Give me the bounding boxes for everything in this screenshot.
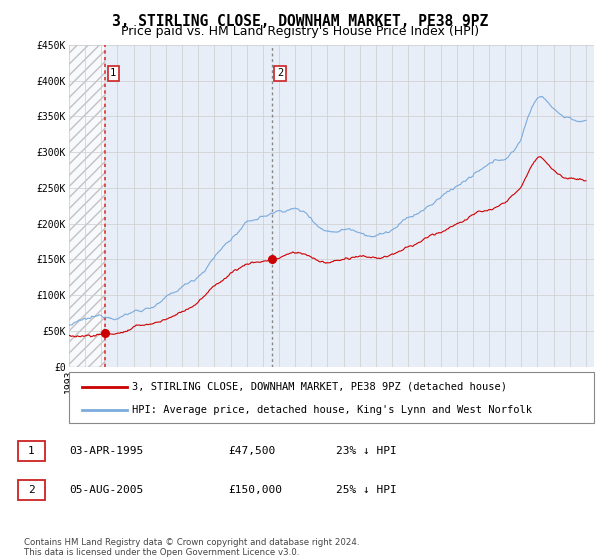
Text: HPI: Average price, detached house, King's Lynn and West Norfolk: HPI: Average price, detached house, King… <box>132 405 532 415</box>
Text: 1: 1 <box>28 446 35 456</box>
Text: 3, STIRLING CLOSE, DOWNHAM MARKET, PE38 9PZ (detached house): 3, STIRLING CLOSE, DOWNHAM MARKET, PE38 … <box>132 381 507 391</box>
Text: 1: 1 <box>110 68 116 78</box>
Text: Contains HM Land Registry data © Crown copyright and database right 2024.
This d: Contains HM Land Registry data © Crown c… <box>24 538 359 557</box>
Text: 2: 2 <box>28 485 35 495</box>
Text: £150,000: £150,000 <box>228 485 282 495</box>
Text: 05-AUG-2005: 05-AUG-2005 <box>69 485 143 495</box>
Text: £47,500: £47,500 <box>228 446 275 456</box>
Text: 23% ↓ HPI: 23% ↓ HPI <box>336 446 397 456</box>
Text: 2: 2 <box>277 68 283 78</box>
Text: Price paid vs. HM Land Registry's House Price Index (HPI): Price paid vs. HM Land Registry's House … <box>121 25 479 38</box>
Text: 03-APR-1995: 03-APR-1995 <box>69 446 143 456</box>
Bar <box>69 45 106 367</box>
Text: 25% ↓ HPI: 25% ↓ HPI <box>336 485 397 495</box>
Text: 3, STIRLING CLOSE, DOWNHAM MARKET, PE38 9PZ: 3, STIRLING CLOSE, DOWNHAM MARKET, PE38 … <box>112 14 488 29</box>
